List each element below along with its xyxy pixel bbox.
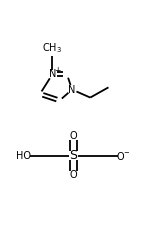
- Text: O: O: [70, 171, 77, 181]
- Text: S: S: [70, 149, 77, 162]
- Text: N: N: [49, 69, 56, 79]
- Text: +: +: [55, 66, 61, 75]
- Text: HO: HO: [16, 151, 31, 161]
- Text: N: N: [68, 85, 76, 95]
- Text: O: O: [70, 131, 77, 141]
- Text: CH$_3$: CH$_3$: [42, 41, 62, 55]
- Text: O$^{-}$: O$^{-}$: [116, 150, 131, 162]
